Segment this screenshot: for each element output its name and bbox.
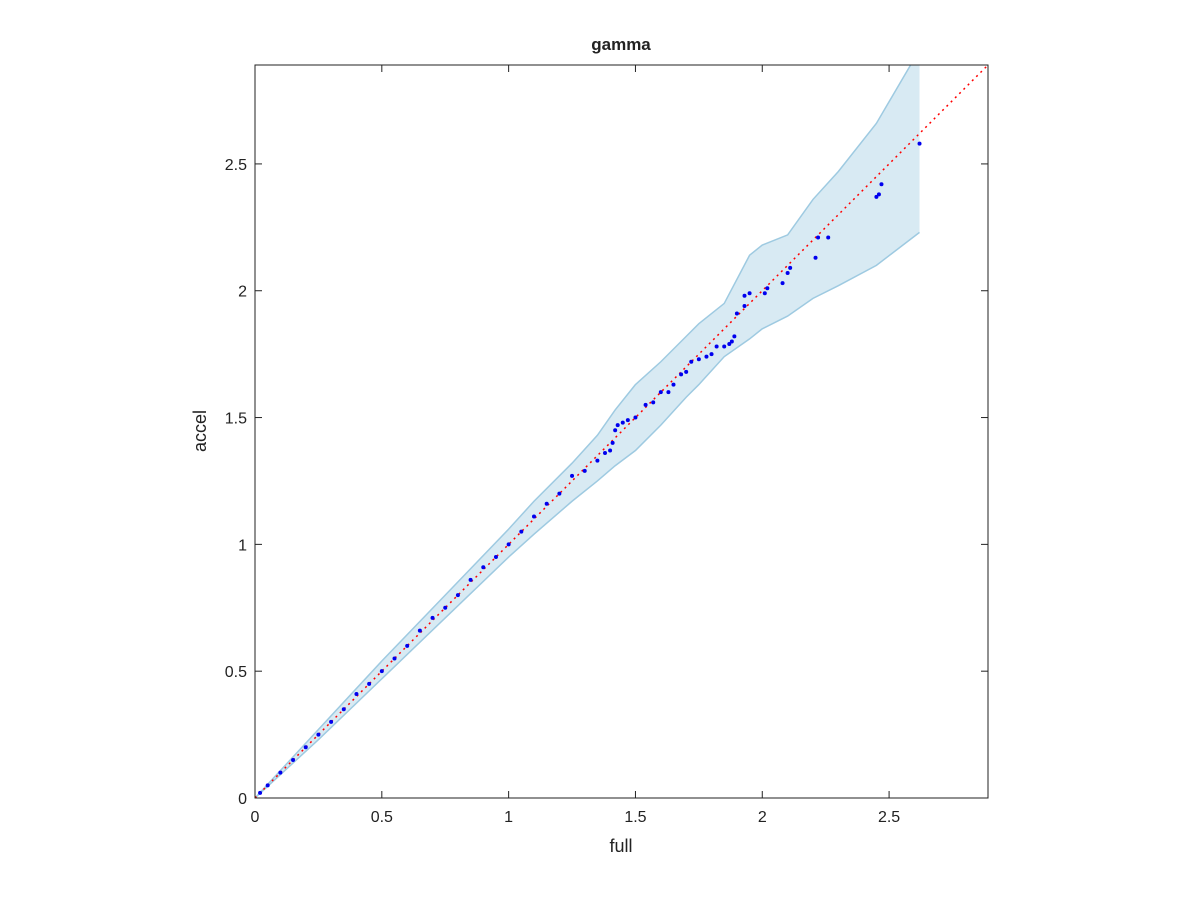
point [265, 783, 270, 788]
point [917, 141, 922, 146]
point [603, 451, 608, 456]
point [443, 605, 448, 610]
band-upper [255, 65, 912, 798]
point [303, 745, 308, 750]
point [679, 372, 684, 377]
x-tick-label: 1 [504, 809, 513, 826]
point [481, 565, 486, 570]
point [493, 555, 498, 560]
y-tick-label: 0 [238, 791, 247, 808]
point [732, 334, 737, 339]
point [405, 643, 410, 648]
point [329, 719, 334, 724]
point [742, 293, 747, 298]
point [620, 420, 625, 425]
point [625, 418, 630, 423]
point [392, 656, 397, 661]
point [658, 390, 663, 395]
x-tick-label: 2.5 [878, 809, 900, 826]
point [544, 501, 549, 506]
point [727, 341, 732, 346]
point [671, 382, 676, 387]
point [729, 339, 734, 344]
point [455, 593, 460, 598]
point [666, 390, 671, 395]
point [813, 255, 818, 260]
point [610, 440, 615, 445]
point [608, 448, 613, 453]
point [557, 491, 562, 496]
point [570, 473, 575, 478]
point [734, 311, 739, 316]
y-tick-label: 0.5 [225, 664, 247, 681]
point [709, 352, 714, 357]
point [613, 428, 618, 433]
point [876, 192, 881, 197]
point [582, 468, 587, 473]
point [341, 707, 346, 712]
point [430, 615, 435, 620]
point [879, 182, 884, 187]
point [316, 732, 321, 737]
point [258, 790, 263, 795]
point [816, 235, 821, 240]
x-axis-label: full [609, 836, 632, 856]
point [651, 400, 656, 405]
point [722, 344, 727, 349]
x-tick-label: 2 [758, 809, 767, 826]
y-tick-label: 2.5 [225, 157, 247, 174]
point [531, 514, 536, 519]
point [468, 577, 473, 582]
point [689, 359, 694, 364]
point [742, 303, 747, 308]
point [762, 291, 767, 296]
band-lower [255, 231, 920, 798]
point [780, 281, 785, 286]
point [354, 692, 359, 697]
point [696, 357, 701, 362]
point [826, 235, 831, 240]
point [643, 402, 648, 407]
point [765, 286, 770, 291]
point [519, 529, 524, 534]
plot-layer [255, 65, 988, 798]
point [785, 270, 790, 275]
y-axis-label: accel [190, 410, 210, 452]
point [714, 344, 719, 349]
point [874, 194, 879, 199]
point [788, 265, 793, 270]
x-tick-label: 0.5 [371, 809, 393, 826]
y-tick-label: 2 [238, 284, 247, 301]
x-tick-label: 0 [251, 809, 260, 826]
point [417, 628, 422, 633]
point [367, 681, 372, 686]
point [291, 757, 296, 762]
x-tick-label: 1.5 [624, 809, 646, 826]
point [506, 542, 511, 547]
point [379, 669, 384, 674]
chart-title: gamma [591, 35, 651, 54]
point [633, 415, 638, 420]
axes-box [254, 64, 989, 799]
plot-area [255, 65, 988, 798]
point [684, 369, 689, 374]
y-tick-label: 1 [238, 537, 247, 554]
y-tick-label: 1.5 [225, 411, 247, 428]
point [278, 770, 283, 775]
point [595, 458, 600, 463]
point [704, 354, 709, 359]
point [747, 291, 752, 296]
point [615, 423, 620, 428]
